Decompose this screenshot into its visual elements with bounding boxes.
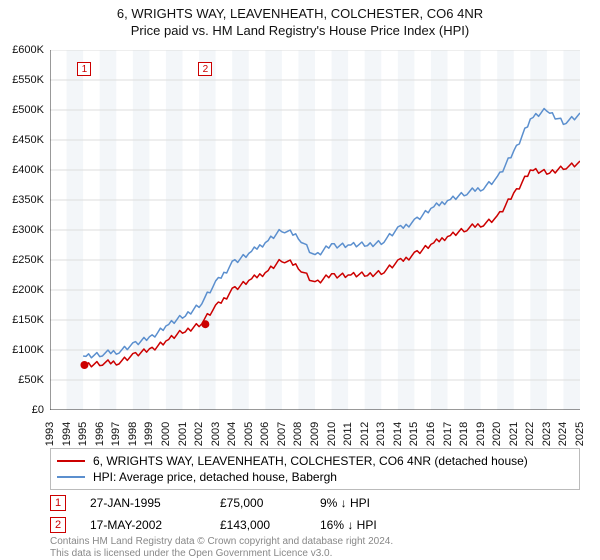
y-tick-label: £600K [12,44,44,56]
transaction-price: £143,000 [220,518,320,532]
transaction-pct: 16% ↓ HPI [320,518,440,532]
chart-marker-badge: 2 [198,62,212,76]
legend-label: HPI: Average price, detached house, Babe… [93,470,337,484]
footnote-line1: Contains HM Land Registry data © Crown c… [50,536,393,547]
y-tick-label: £350K [12,194,44,206]
transaction-badge: 2 [50,517,66,533]
y-tick-label: £500K [12,104,44,116]
legend-label: 6, WRIGHTS WAY, LEAVENHEATH, COLCHESTER,… [93,454,528,468]
x-tick-label: 2013 [375,422,387,446]
x-tick-label: 2021 [508,422,520,446]
chart-marker-badge: 1 [77,62,91,76]
chart-plot-area [50,50,580,410]
x-tick-label: 2025 [574,422,586,446]
x-tick-label: 1994 [61,422,73,446]
y-tick-label: £200K [12,284,44,296]
y-tick-label: £150K [12,314,44,326]
x-tick-label: 2016 [425,422,437,446]
x-tick-label: 1996 [94,422,106,446]
y-tick-label: £300K [12,224,44,236]
transactions-table: 1 27-JAN-1995 £75,000 9% ↓ HPI 2 17-MAY-… [50,492,580,536]
legend-swatch [57,460,85,462]
legend-item: 6, WRIGHTS WAY, LEAVENHEATH, COLCHESTER,… [57,453,573,469]
y-tick-label: £50K [18,374,44,386]
x-tick-label: 1997 [110,422,122,446]
x-tick-label: 2008 [292,422,304,446]
x-tick-label: 1999 [143,422,155,446]
y-tick-label: £250K [12,254,44,266]
x-tick-label: 2009 [309,422,321,446]
x-tick-label: 2023 [541,422,553,446]
transaction-row: 1 27-JAN-1995 £75,000 9% ↓ HPI [50,492,580,514]
title-line1: 6, WRIGHTS WAY, LEAVENHEATH, COLCHESTER,… [0,6,600,21]
y-tick-label: £0 [32,404,44,416]
x-tick-label: 2004 [226,422,238,446]
y-tick-label: £550K [12,74,44,86]
y-tick-label: £450K [12,134,44,146]
x-tick-label: 2015 [408,422,420,446]
chart-container: 6, WRIGHTS WAY, LEAVENHEATH, COLCHESTER,… [0,0,600,560]
x-tick-label: 2018 [458,422,470,446]
x-tick-label: 2003 [210,422,222,446]
x-tick-label: 1998 [127,422,139,446]
transaction-price: £75,000 [220,496,320,510]
legend-swatch [57,476,85,478]
legend-box: 6, WRIGHTS WAY, LEAVENHEATH, COLCHESTER,… [50,448,580,490]
y-tick-label: £400K [12,164,44,176]
x-tick-label: 2006 [259,422,271,446]
x-tick-label: 2002 [193,422,205,446]
transaction-badge: 1 [50,495,66,511]
x-tick-label: 2010 [326,422,338,446]
y-tick-label: £100K [12,344,44,356]
legend-item: HPI: Average price, detached house, Babe… [57,469,573,485]
x-tick-label: 2019 [475,422,487,446]
x-tick-label: 2001 [177,422,189,446]
x-tick-label: 2000 [160,422,172,446]
x-tick-label: 2014 [392,422,404,446]
x-tick-label: 2007 [276,422,288,446]
title-block: 6, WRIGHTS WAY, LEAVENHEATH, COLCHESTER,… [0,0,600,40]
y-axis-labels: £0£50K£100K£150K£200K£250K£300K£350K£400… [0,50,48,410]
transaction-row: 2 17-MAY-2002 £143,000 16% ↓ HPI [50,514,580,536]
footnote-line2: This data is licensed under the Open Gov… [50,548,332,559]
x-tick-label: 2022 [524,422,536,446]
transaction-pct: 9% ↓ HPI [320,496,440,510]
x-tick-label: 1995 [77,422,89,446]
x-tick-label: 2012 [359,422,371,446]
x-axis-labels: 1993199419951996199719981999200020012002… [50,412,580,442]
x-tick-label: 2005 [243,422,255,446]
x-tick-label: 2020 [491,422,503,446]
x-tick-label: 2017 [442,422,454,446]
x-tick-label: 1993 [44,422,56,446]
title-line2: Price paid vs. HM Land Registry's House … [0,23,600,38]
x-tick-label: 2024 [557,422,569,446]
transaction-date: 17-MAY-2002 [90,518,220,532]
transaction-date: 27-JAN-1995 [90,496,220,510]
footnote: Contains HM Land Registry data © Crown c… [50,536,580,559]
x-tick-label: 2011 [342,422,354,446]
